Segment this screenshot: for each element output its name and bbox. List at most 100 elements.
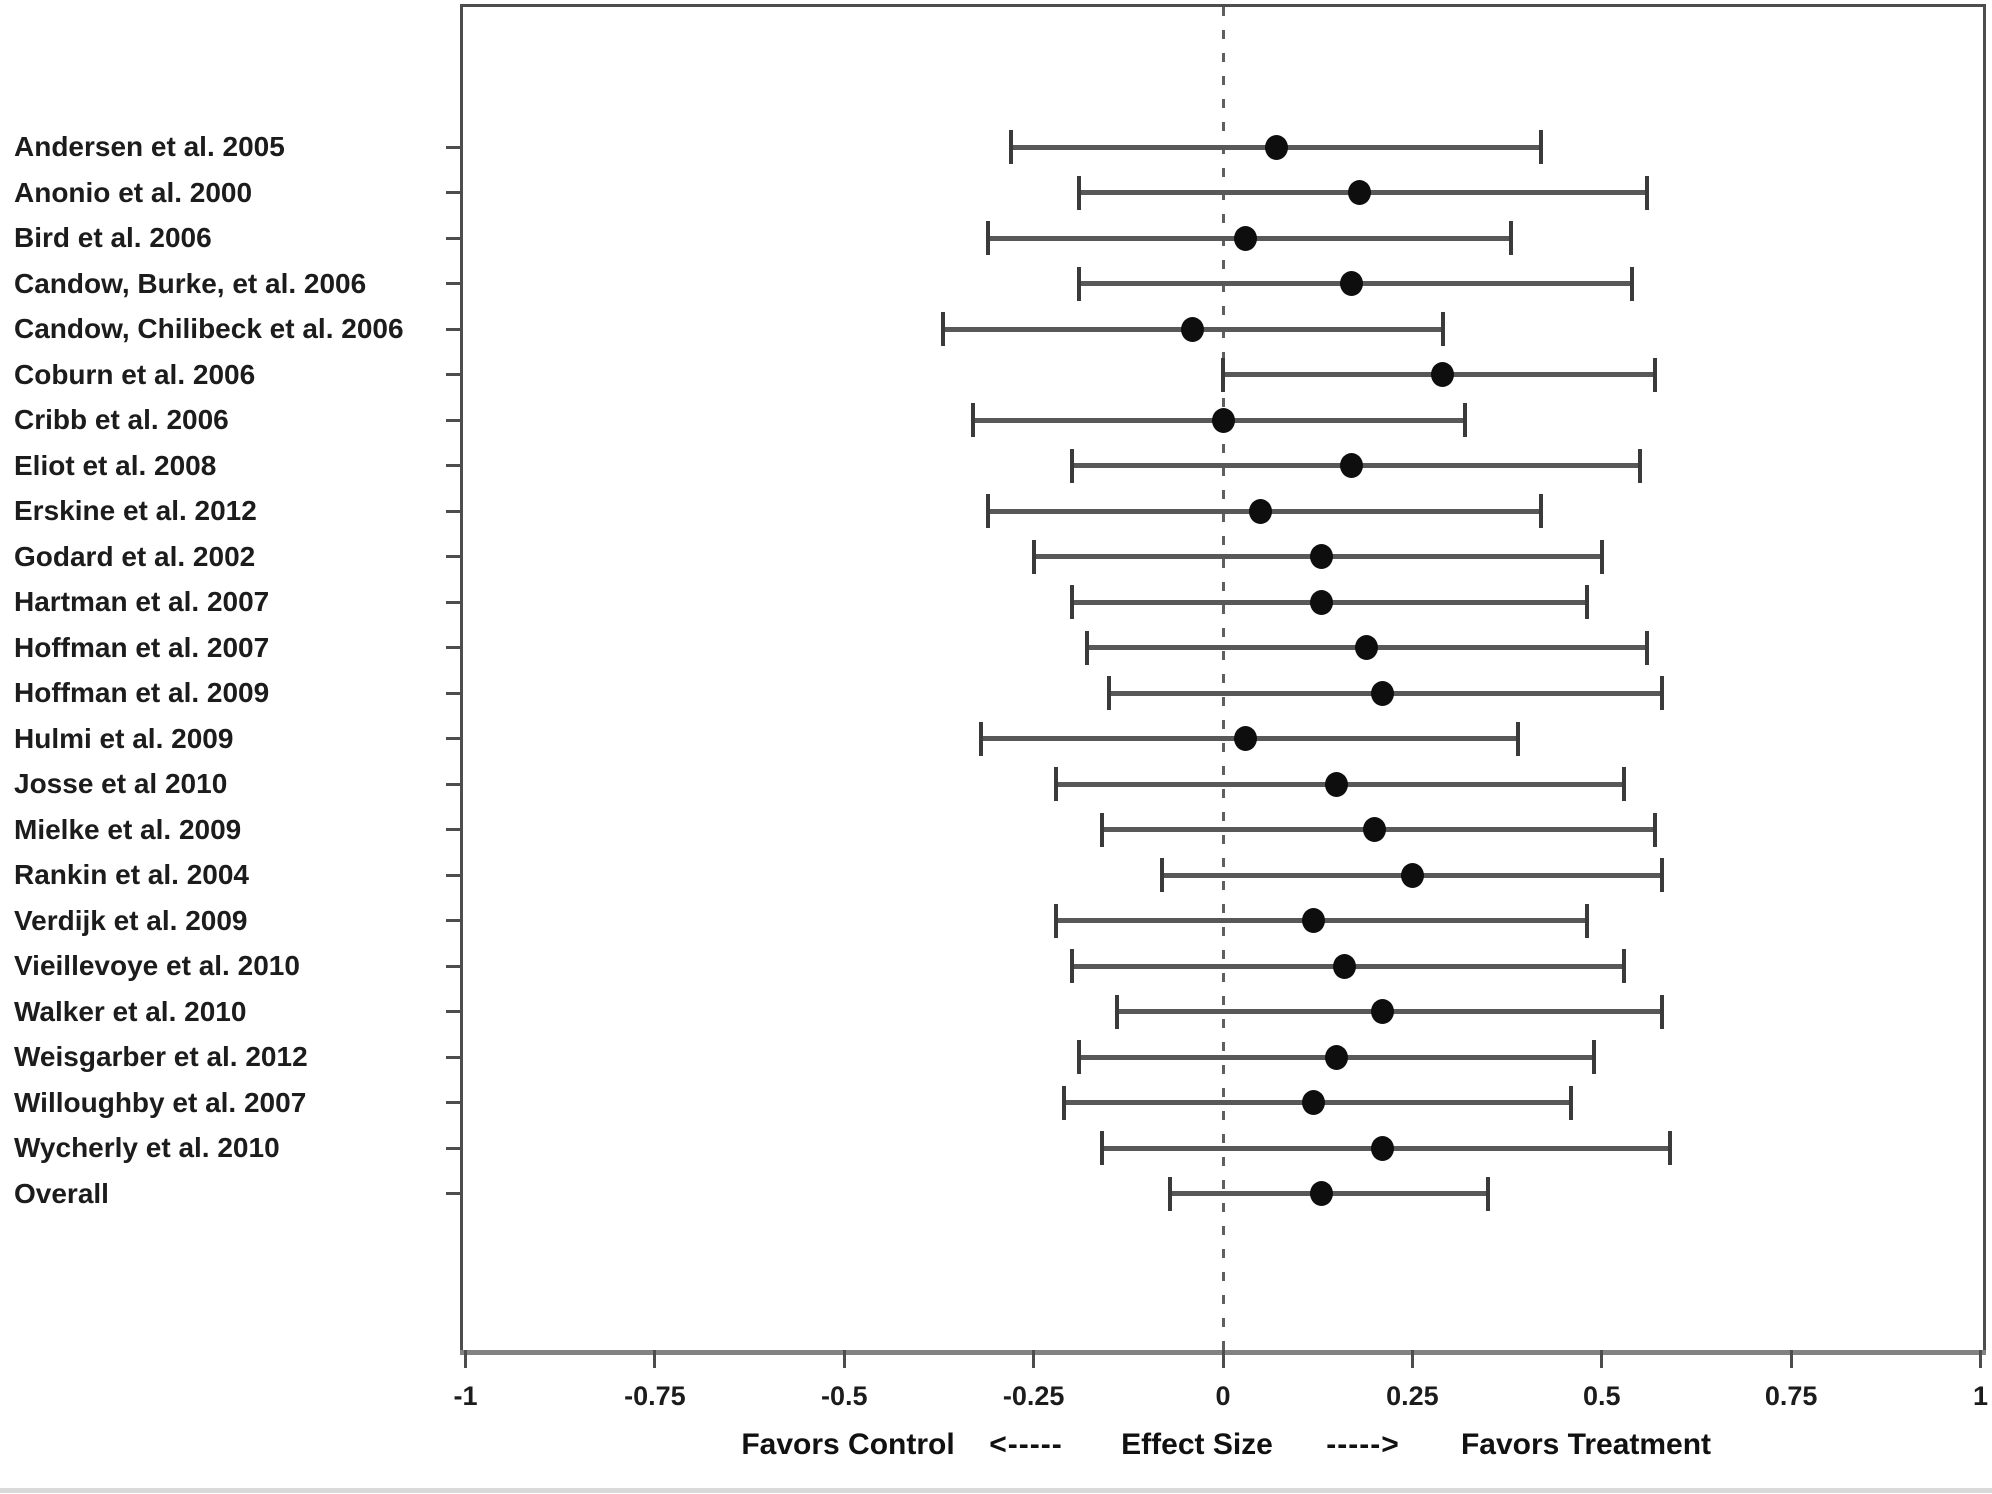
ci-upper-cap: [1660, 676, 1665, 710]
ci-upper-cap: [1599, 539, 1604, 574]
effect-size-point: [1370, 680, 1394, 706]
ci-upper-cap: [1667, 1131, 1672, 1165]
effect-size-point: [1370, 1135, 1394, 1161]
y-tick: [446, 191, 460, 194]
y-tick: [446, 1055, 460, 1059]
study-label: Candow, Chilibeck et al. 2006: [14, 313, 404, 344]
study-label: Rankin et al. 2004: [14, 859, 250, 890]
study-label: Wycherly et al. 2010: [14, 1132, 280, 1163]
ci-lower-cap: [1160, 858, 1165, 892]
y-tick: [446, 373, 460, 376]
study-label: Mielke et al. 2009: [14, 813, 242, 845]
ci-upper-cap: [1660, 858, 1665, 892]
ci-lower-cap: [1077, 266, 1082, 301]
study-label: Weisgarber et al. 2012: [14, 1041, 308, 1072]
effect-size-point: [1340, 453, 1364, 478]
ci-lower-cap: [986, 494, 991, 528]
study-label: Bird et al. 2006: [14, 222, 212, 253]
x-tick: [842, 1350, 846, 1368]
ci-upper-cap: [1652, 812, 1657, 847]
study-label: Cribb et al. 2006: [14, 404, 229, 435]
y-tick: [446, 282, 460, 285]
arrow-right-icon: ----->: [1326, 1428, 1400, 1461]
x-tick: [1032, 1350, 1036, 1368]
ci-lower-cap: [978, 721, 983, 756]
x-tick: [653, 1350, 657, 1368]
study-label: Walker et al. 2010: [14, 995, 247, 1027]
x-tick-label: 0.25: [1386, 1381, 1439, 1411]
zero-reference-dashed-line: [1222, 7, 1225, 1350]
y-tick: [446, 873, 460, 877]
x-tick: [1979, 1350, 1982, 1368]
y-tick: [446, 828, 460, 831]
ci-upper-cap: [1630, 266, 1635, 301]
study-label: Andersen et al. 2005: [14, 131, 285, 162]
ci-lower-cap: [1061, 1085, 1066, 1120]
x-tick: [1789, 1350, 1793, 1368]
effect-size-axis-title: Effect Size: [1121, 1428, 1273, 1461]
plot-border-top: [460, 4, 1983, 7]
ci-lower-cap: [1069, 949, 1074, 983]
study-label: Willoughby et al. 2007: [14, 1086, 307, 1118]
ci-upper-cap: [1645, 630, 1650, 665]
ci-lower-cap: [1221, 357, 1225, 392]
ci-lower-cap: [1099, 812, 1104, 847]
effect-size-point: [1211, 407, 1235, 433]
y-tick: [446, 145, 460, 149]
ci-lower-cap: [1054, 767, 1059, 801]
x-tick-label: 1: [1972, 1381, 1989, 1411]
study-label: Hartman et al. 2007: [14, 586, 270, 617]
ci-lower-cap: [986, 221, 991, 255]
ci-lower-cap: [1107, 676, 1112, 710]
y-tick: [446, 464, 460, 467]
x-tick-label: -0.5: [820, 1381, 868, 1411]
effect-size-point: [1400, 862, 1424, 888]
arrow-left-icon: <-----: [989, 1428, 1063, 1461]
study-label: Godard et al. 2002: [14, 540, 256, 572]
effect-size-point: [1325, 1044, 1349, 1070]
ci-upper-cap: [1539, 130, 1544, 164]
x-tick-label: -0.75: [624, 1381, 686, 1411]
y-tick: [446, 737, 460, 740]
study-label: Hoffman et al. 2009: [14, 677, 270, 708]
effect-size-point: [1302, 908, 1326, 933]
ci-upper-cap: [1645, 175, 1650, 210]
x-tick-label: 0.5: [1582, 1381, 1621, 1411]
ci-lower-cap: [1084, 630, 1089, 665]
study-label: Coburn et al. 2006: [14, 358, 256, 390]
ci-lower-cap: [1114, 994, 1119, 1029]
ci-lower-cap: [971, 403, 976, 437]
study-label: Hulmi et al. 2009: [14, 722, 234, 754]
scan-edge-artifact: [0, 1488, 1992, 1493]
effect-size-point: [1355, 635, 1379, 660]
x-tick-label: -1: [453, 1381, 478, 1411]
study-label: Eliot et al. 2008: [14, 449, 217, 481]
ci-lower-cap: [1054, 903, 1059, 938]
x-tick-label: 0: [1215, 1381, 1231, 1411]
favors-treatment-label: Favors Treatment: [1460, 1428, 1712, 1461]
study-label: Overall: [14, 1177, 109, 1209]
y-tick: [446, 964, 460, 968]
ci-upper-cap: [1539, 494, 1544, 528]
effect-size-point: [1234, 225, 1258, 251]
effect-size-point: [1309, 589, 1333, 615]
effect-size-point: [1309, 544, 1333, 569]
y-tick: [446, 555, 460, 558]
study-label: Anonio et al. 2000: [14, 176, 253, 208]
y-tick: [446, 646, 460, 649]
plot-border-right: [1983, 4, 1986, 1350]
ci-lower-cap: [1069, 448, 1074, 483]
effect-size-point: [1363, 817, 1386, 842]
favors-control-label: Favors Control: [741, 1428, 955, 1461]
ci-upper-cap: [1508, 221, 1513, 255]
ci-upper-cap: [1637, 448, 1642, 483]
ci-upper-cap: [1622, 949, 1627, 983]
study-label: Candow, Burke, et al. 2006: [14, 267, 367, 299]
y-tick: [446, 1101, 460, 1104]
y-tick: [446, 600, 460, 604]
ci-lower-cap: [1031, 539, 1036, 574]
y-tick: [446, 1146, 460, 1150]
ci-upper-cap: [1592, 1040, 1597, 1074]
y-tick: [446, 1010, 460, 1013]
